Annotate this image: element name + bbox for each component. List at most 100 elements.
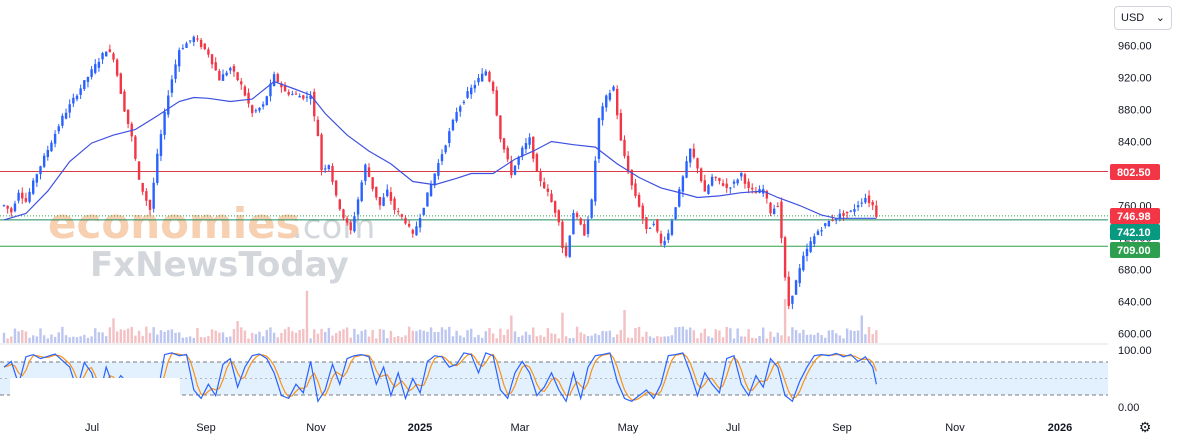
candle-body [601,106,604,121]
candle-body [725,183,728,188]
volume-bar [283,329,287,343]
candle-body [349,222,352,231]
volume-bar [10,336,13,343]
candle-body [820,230,823,232]
candle-body [809,241,812,252]
volume-bar [805,334,809,343]
volume-bar [477,334,480,343]
candle-body [645,217,648,230]
candle-body [79,88,82,95]
candle-body [13,203,17,212]
volume-bar [776,332,779,343]
volume-bar [579,332,582,343]
volume-bar [2,332,6,343]
candle-body [648,227,652,229]
candle-body [178,50,181,67]
candle-body [794,280,798,295]
candle-body [539,172,542,182]
candle-body [754,192,758,194]
candle-body [411,229,414,234]
volume-bar [491,333,495,343]
volume-bar [747,329,750,343]
candle-body [137,161,141,180]
currency-selector[interactable]: USD ⌄ [1114,6,1172,30]
volume-bar [61,326,64,343]
candle-body [787,276,790,306]
candle-body [345,218,349,223]
volume-bar [389,330,393,343]
candle-body [407,223,411,227]
candle-body [364,164,367,181]
volume-bar [448,326,451,343]
candle-body [575,213,579,217]
candle-body [123,91,126,112]
candle-body [765,190,769,199]
candle-body [499,115,502,140]
candle-body [780,201,783,239]
candle-body [185,43,188,48]
volume-bar [203,337,206,343]
volume-bar [115,331,119,343]
volume-bar [272,332,276,343]
candle-body [437,163,440,176]
candle-body [68,104,71,113]
candle-body [97,61,101,68]
candle-body [119,73,122,94]
gear-icon[interactable]: ⚙ [1138,419,1152,435]
volume-bar [499,328,502,343]
price-tag-label: 746.98 [1117,211,1151,223]
candle-body [90,69,93,77]
volume-bar [656,336,659,343]
candle-body [367,167,371,177]
candle-body [94,64,97,73]
candle-body [294,93,298,95]
volume-bar [751,337,754,343]
volume-bar [334,333,338,343]
volume-bar [714,329,717,343]
volume-bar [375,338,378,343]
volume-bar [258,331,261,343]
candle-body [842,212,845,216]
candle-body [699,168,703,182]
candle-body [108,49,112,52]
candle-body [247,92,250,104]
volume-bar [608,330,612,343]
candle-body [28,191,31,202]
volume-bar [112,318,115,343]
candle-body [429,183,433,197]
candle-body [550,193,553,203]
volume-bar [320,328,323,343]
volume-bar [400,337,404,343]
candle-body [309,95,312,100]
candle-body [597,118,601,159]
candle-body [641,205,644,219]
volume-bar [415,331,418,343]
volume-bar [265,330,268,343]
candles [2,35,878,310]
candle-body [824,223,827,226]
candle-body [331,166,334,182]
candle-body [232,66,236,72]
volume-bar [455,330,458,343]
candle-body [393,198,396,210]
volume-bar [28,337,31,343]
candle-body [53,133,57,144]
volume-bar [181,337,185,343]
time-tick-label: May [618,422,639,434]
candle-body [612,86,615,91]
candle-body [681,176,685,192]
volume-bar [769,331,772,343]
volume-bar [597,335,601,343]
candle-body [35,174,39,183]
candle-body [261,104,265,107]
candle-body [510,160,513,176]
volume-bar [502,334,506,343]
volume-bar [119,329,122,343]
volume-bar [710,337,714,343]
volume-bar [386,338,389,343]
candle-body [586,219,590,234]
price-tick-label: 960.00 [1118,41,1152,53]
candle-body [466,91,469,98]
candle-body [32,180,35,194]
